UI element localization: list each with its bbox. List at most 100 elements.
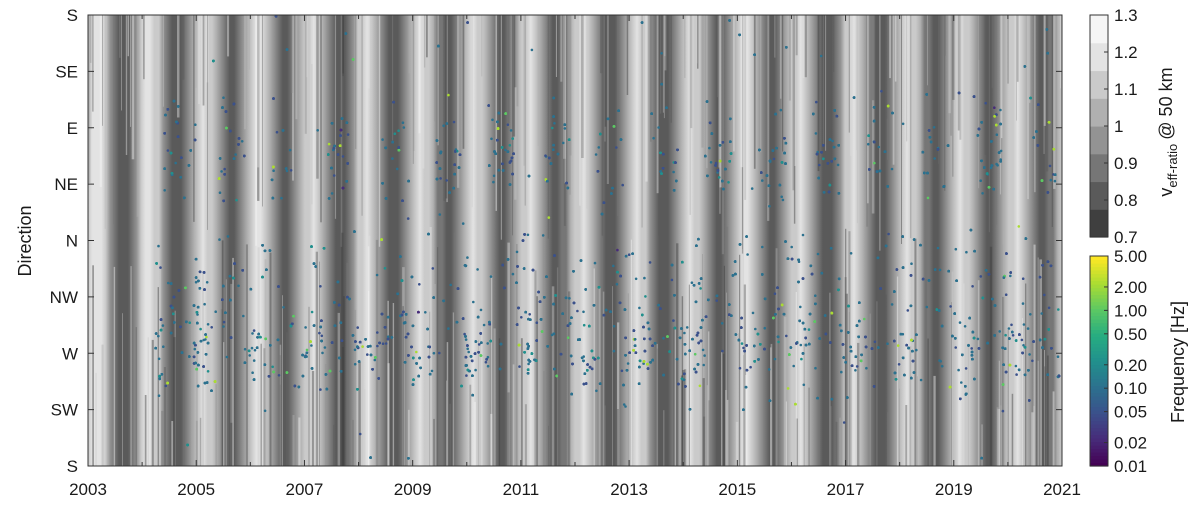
background-streak <box>370 15 373 163</box>
background-streak <box>434 283 436 466</box>
background-streak <box>697 15 699 69</box>
data-point <box>447 93 450 97</box>
background-streak <box>88 15 91 183</box>
background-streak <box>388 15 390 158</box>
data-point <box>837 277 841 281</box>
data-point <box>1022 323 1026 326</box>
background-streak <box>1053 15 1056 189</box>
data-point <box>242 314 245 318</box>
data-point <box>728 313 731 317</box>
background-streak <box>426 15 428 58</box>
background-streak <box>718 15 721 168</box>
data-point <box>529 318 532 322</box>
background-streak <box>375 239 379 466</box>
background-streak <box>910 15 912 239</box>
background-streak <box>520 338 523 466</box>
background-streak <box>593 268 595 466</box>
background-streak <box>641 15 643 228</box>
background-streak <box>951 271 954 466</box>
background-streak <box>981 424 983 466</box>
data-point <box>594 153 598 156</box>
background-streak <box>706 15 708 169</box>
background-streak <box>555 15 557 77</box>
background-streak <box>1037 360 1039 466</box>
background-streak <box>161 410 164 466</box>
background-streak <box>279 355 282 466</box>
background-streak <box>342 15 344 74</box>
data-point <box>431 267 435 270</box>
data-point <box>301 374 305 378</box>
background-streak <box>263 348 266 466</box>
data-point <box>240 140 244 143</box>
background-streak <box>433 418 435 466</box>
background-streak <box>721 15 724 255</box>
background-streak <box>423 15 426 68</box>
background-streak <box>227 15 230 57</box>
data-point <box>417 310 420 314</box>
data-point <box>325 387 329 391</box>
background-streak <box>446 342 449 466</box>
data-point <box>958 321 962 324</box>
data-point <box>1014 339 1018 342</box>
data-point <box>321 351 324 355</box>
background-streak <box>957 15 960 131</box>
background-streak <box>604 405 606 466</box>
background-streak <box>125 15 128 155</box>
background-streak <box>346 262 349 466</box>
background-streak <box>753 15 756 169</box>
background-streak <box>221 240 224 466</box>
data-point <box>455 320 459 324</box>
data-point <box>899 332 903 336</box>
data-point <box>496 120 499 124</box>
data-point <box>751 311 755 315</box>
data-point <box>648 261 652 264</box>
data-point <box>193 347 197 351</box>
data-point <box>310 344 313 347</box>
data-point <box>616 248 619 252</box>
data-point <box>167 281 170 285</box>
background-streak <box>412 15 414 164</box>
data-point <box>406 217 410 220</box>
background-streak <box>269 252 272 466</box>
data-point <box>779 108 783 112</box>
background-streak <box>183 379 185 466</box>
background-streak <box>202 270 204 466</box>
background-streak <box>984 15 987 155</box>
data-point <box>280 196 283 200</box>
data-point <box>312 262 316 265</box>
background-streak <box>512 364 515 466</box>
data-point <box>566 186 570 190</box>
background-streak <box>443 15 446 201</box>
data-point <box>249 287 253 291</box>
background-streak <box>542 232 546 466</box>
background-streak <box>818 307 820 466</box>
background-streak <box>664 15 666 57</box>
background-streak <box>537 15 540 147</box>
data-point <box>788 353 791 356</box>
data-point <box>528 313 531 316</box>
data-point <box>1014 364 1018 368</box>
data-point <box>511 137 514 140</box>
background-streaks <box>88 15 1061 466</box>
background-streak <box>230 283 233 466</box>
background-streak <box>664 15 667 71</box>
background-streak <box>1044 366 1047 466</box>
data-point <box>563 127 567 130</box>
data-point <box>161 324 165 327</box>
background-streak <box>951 302 952 466</box>
data-point <box>252 329 256 332</box>
background-streak <box>392 303 395 466</box>
data-point <box>1010 323 1013 327</box>
data-point <box>202 338 205 342</box>
data-point <box>243 347 247 351</box>
data-point <box>976 337 980 341</box>
data-point <box>527 174 531 178</box>
data-point <box>252 359 256 362</box>
background-streak <box>557 422 559 466</box>
data-point <box>491 118 494 122</box>
data-point <box>484 360 488 364</box>
data-point <box>163 167 166 170</box>
background-streak <box>892 15 895 165</box>
data-point <box>799 343 803 347</box>
data-point <box>553 367 556 371</box>
